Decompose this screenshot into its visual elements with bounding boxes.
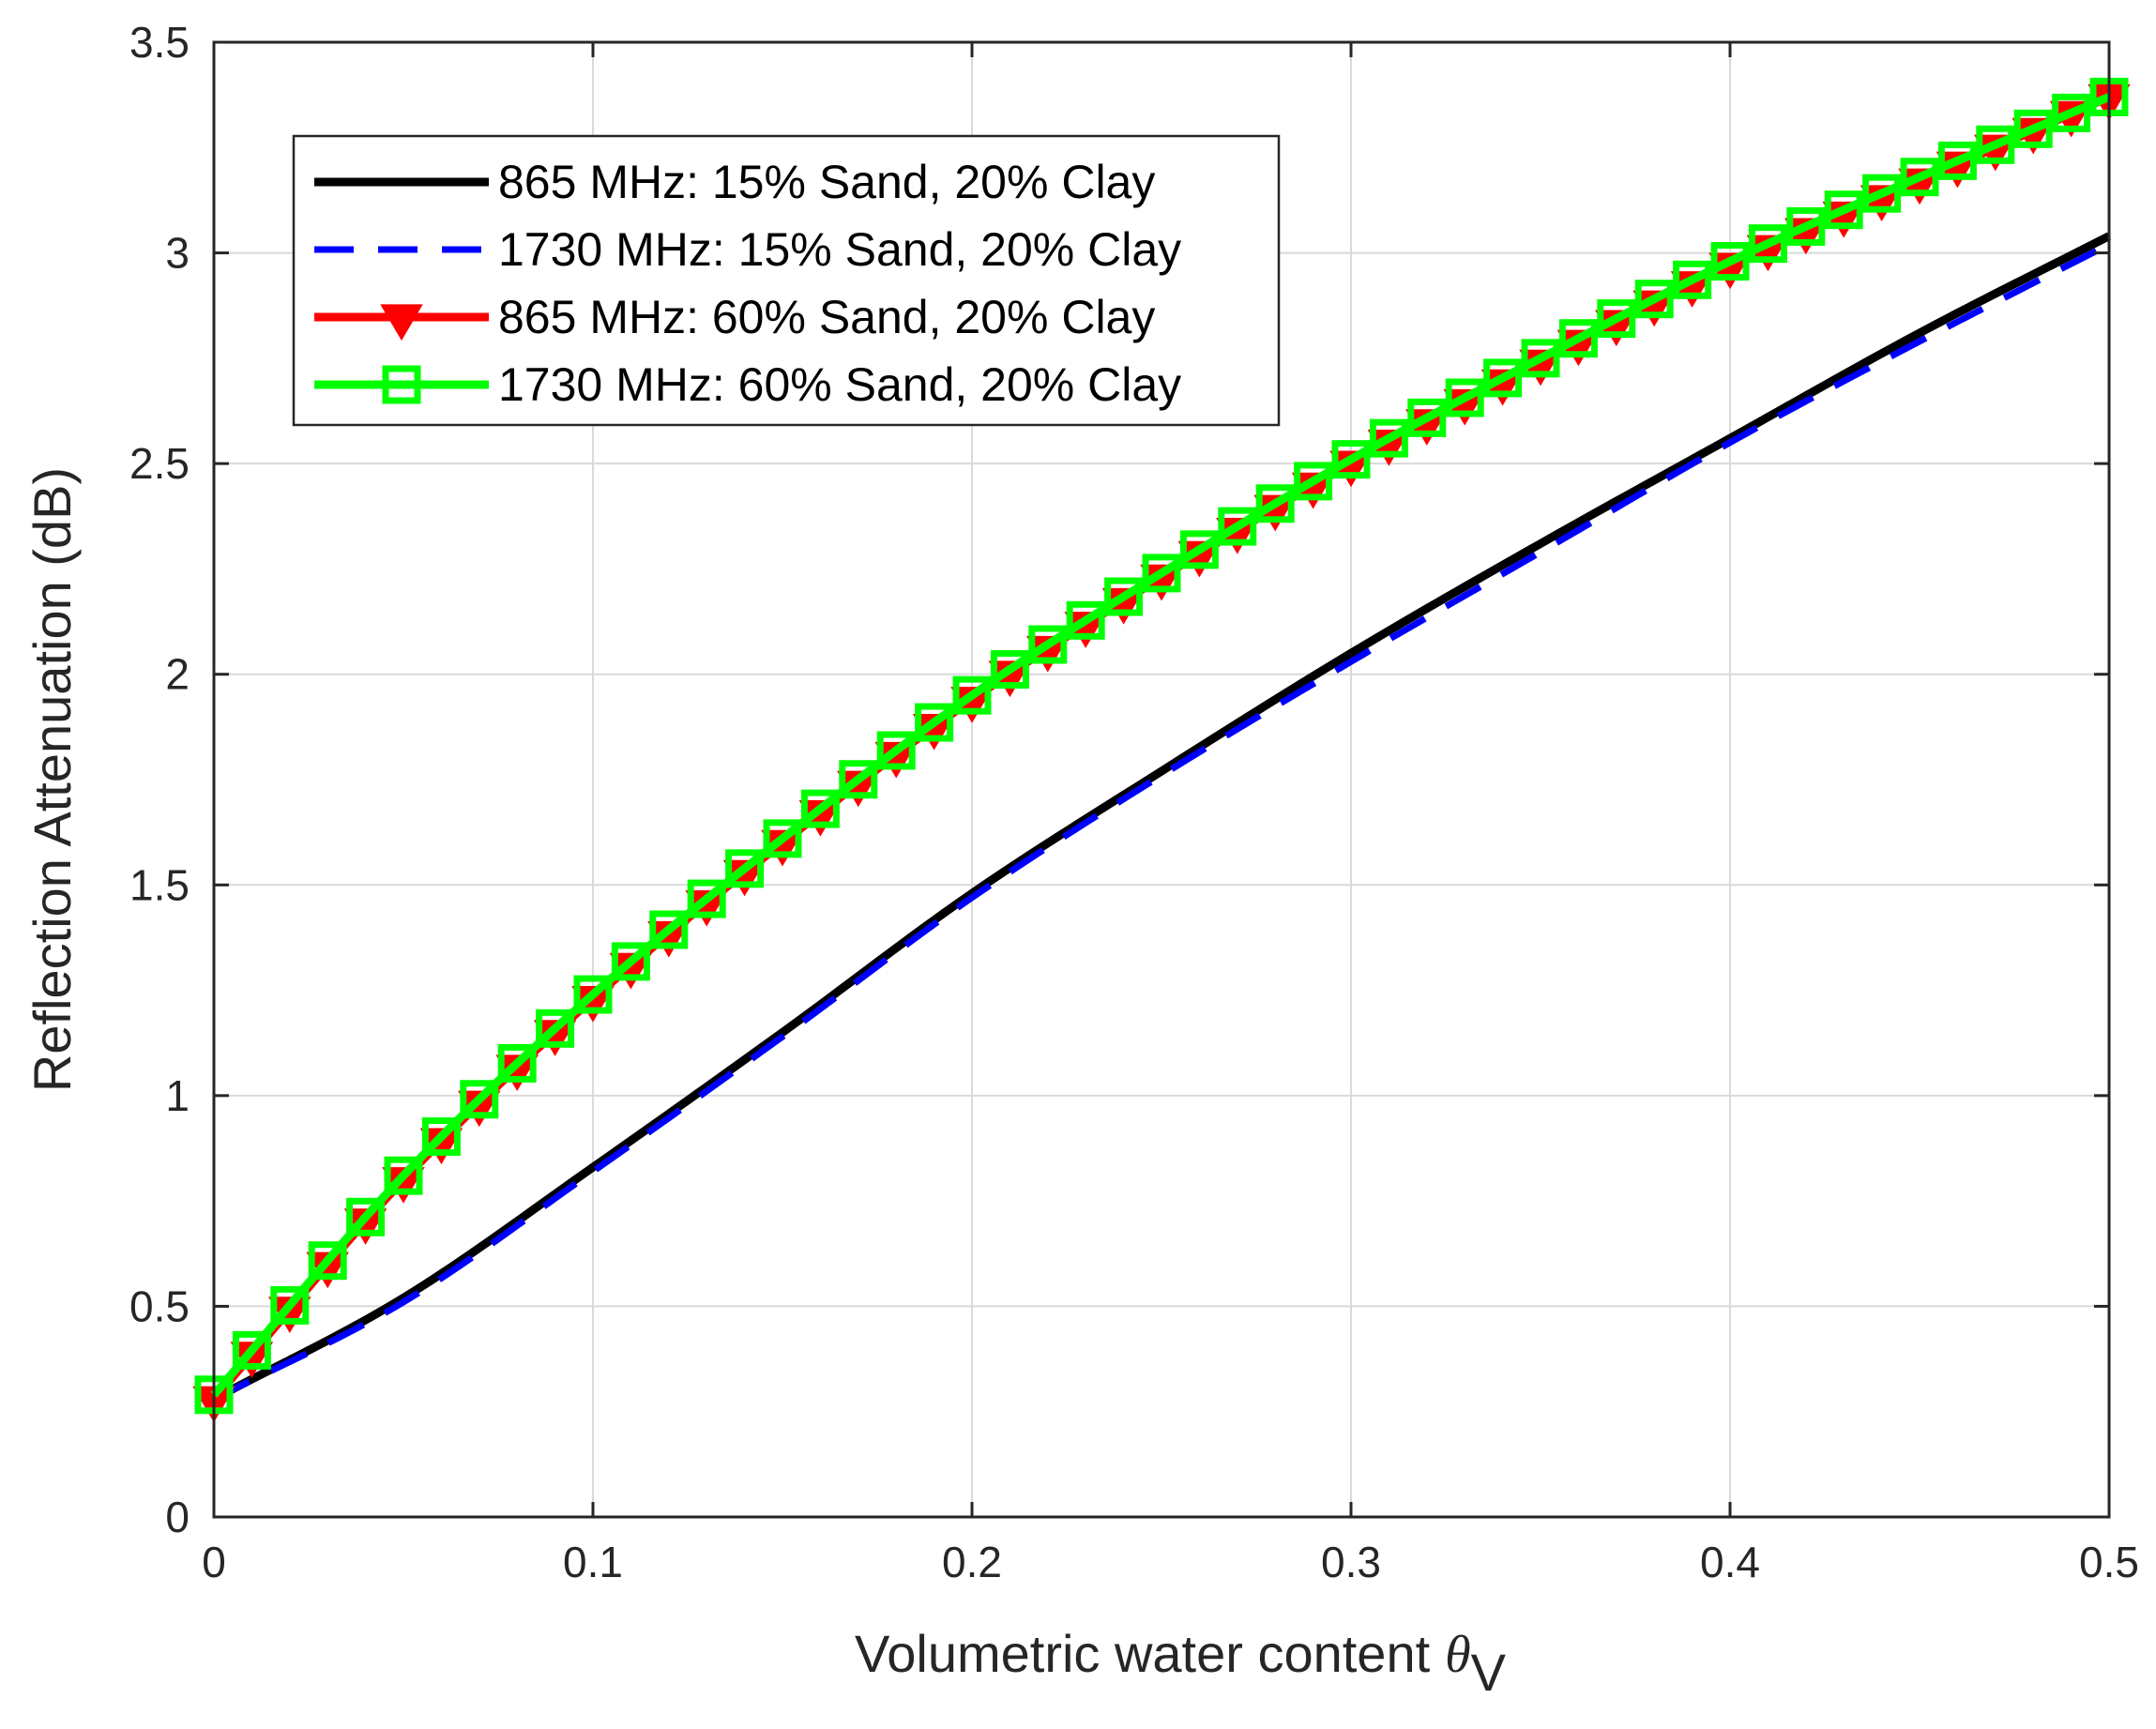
marker-square <box>270 1285 310 1325</box>
marker-square <box>1445 378 1484 417</box>
marker-square <box>1369 418 1408 458</box>
series-line <box>212 241 2111 1403</box>
marker-square <box>384 1156 423 1195</box>
marker-square <box>1786 206 1826 246</box>
marker-square <box>1900 158 1939 197</box>
marker-square <box>1976 125 2015 164</box>
legend-label-2: 1730 MHz: 15% Sand, 20% Clay <box>498 223 1181 276</box>
x-axis-label-text: Volumetric water content <box>855 1624 1431 1683</box>
marker-square <box>611 942 650 981</box>
series-line <box>210 93 2111 1398</box>
x-tick-label: 0.1 <box>563 1538 623 1586</box>
marker-square <box>649 910 689 949</box>
y-tick-label: 2 <box>165 650 190 699</box>
marker-square <box>1862 174 1902 213</box>
marker-square <box>1824 190 1863 230</box>
legend-label-3: 865 MHz: 60% Sand, 20% Clay <box>498 291 1155 343</box>
marker-square <box>1558 319 1598 358</box>
marker-square <box>2052 93 2091 132</box>
marker-square <box>1066 600 1105 640</box>
marker-square <box>1255 484 1295 523</box>
x-tick-label: 0.3 <box>1321 1538 1381 1586</box>
x-tick-label: 0.4 <box>1700 1538 1760 1586</box>
axes-box <box>212 40 2111 1519</box>
marker-square <box>687 879 726 918</box>
marker-square <box>1407 398 1447 437</box>
legend: 865 MHz: 15% Sand, 20% Clay 1730 MHz: 15%… <box>292 134 1281 427</box>
y-tick-label: 0.5 <box>129 1282 190 1330</box>
y-tick-label: 1.5 <box>129 860 190 909</box>
marker-square <box>1521 339 1560 378</box>
series-line <box>211 232 2112 1403</box>
y-tick-label: 3.5 <box>129 18 190 67</box>
series-1 <box>211 232 2112 1403</box>
legend-label-4: 1730 MHz: 60% Sand, 20% Clay <box>498 358 1181 411</box>
marker-square <box>1294 462 1333 501</box>
marker-square <box>1028 625 1068 664</box>
marker-square <box>497 1043 537 1083</box>
marker-square <box>915 703 954 742</box>
marker-square <box>2013 109 2053 148</box>
series-2 <box>212 241 2111 1403</box>
marker-square <box>1748 224 1787 264</box>
marker-square <box>1331 440 1371 479</box>
marker-square <box>232 1330 271 1370</box>
x-axis-label: Volumetric water content θV <box>855 1624 1507 1702</box>
marker-square <box>1104 577 1144 616</box>
marker-square <box>1483 358 1523 398</box>
y-axis-label: Reflection Attenuation (dB) <box>23 467 82 1092</box>
marker-square <box>536 1009 575 1048</box>
x-axis-label-subscript: V <box>1471 1643 1507 1702</box>
x-tick-label: 0.5 <box>2079 1538 2139 1586</box>
y-tick-label: 2.5 <box>129 439 190 488</box>
marker-square <box>573 975 613 1014</box>
marker-square <box>1218 507 1257 546</box>
marker-square <box>1634 280 1674 319</box>
marker-square <box>1673 260 1712 299</box>
y-tick-label: 0 <box>165 1493 190 1541</box>
marker-square <box>460 1080 499 1119</box>
legend-marker-square <box>382 365 421 404</box>
marker-square <box>952 675 992 715</box>
marker-square <box>725 849 765 888</box>
x-tick-label: 0.2 <box>942 1538 1002 1586</box>
marker-square <box>1937 141 1977 180</box>
ticks: 0 0.1 0.2 0.3 0.4 0.5 0 0.5 1 1.5 2 2.5 3 3.5 <box>129 18 2139 1586</box>
marker-square <box>308 1241 347 1281</box>
y-tick-label: 3 <box>165 229 190 278</box>
marker-square <box>763 819 802 858</box>
marker-square <box>346 1197 386 1236</box>
marker-square <box>1597 299 1636 339</box>
marker-square <box>800 789 840 828</box>
x-axis-label-symbol: θ <box>1445 1626 1471 1684</box>
marker-square <box>1179 530 1219 569</box>
marker-square <box>839 760 878 799</box>
y-tick-label: 1 <box>165 1071 190 1120</box>
legend-label-1: 865 MHz: 15% Sand, 20% Clay <box>498 156 1155 208</box>
legend-marker-triangle <box>380 304 423 341</box>
marker-square <box>1142 554 1181 593</box>
marker-square <box>876 731 916 770</box>
marker-square <box>990 650 1029 690</box>
x-tick-label: 0 <box>202 1538 226 1586</box>
marker-square <box>421 1117 461 1157</box>
marker-square <box>1710 242 1750 281</box>
